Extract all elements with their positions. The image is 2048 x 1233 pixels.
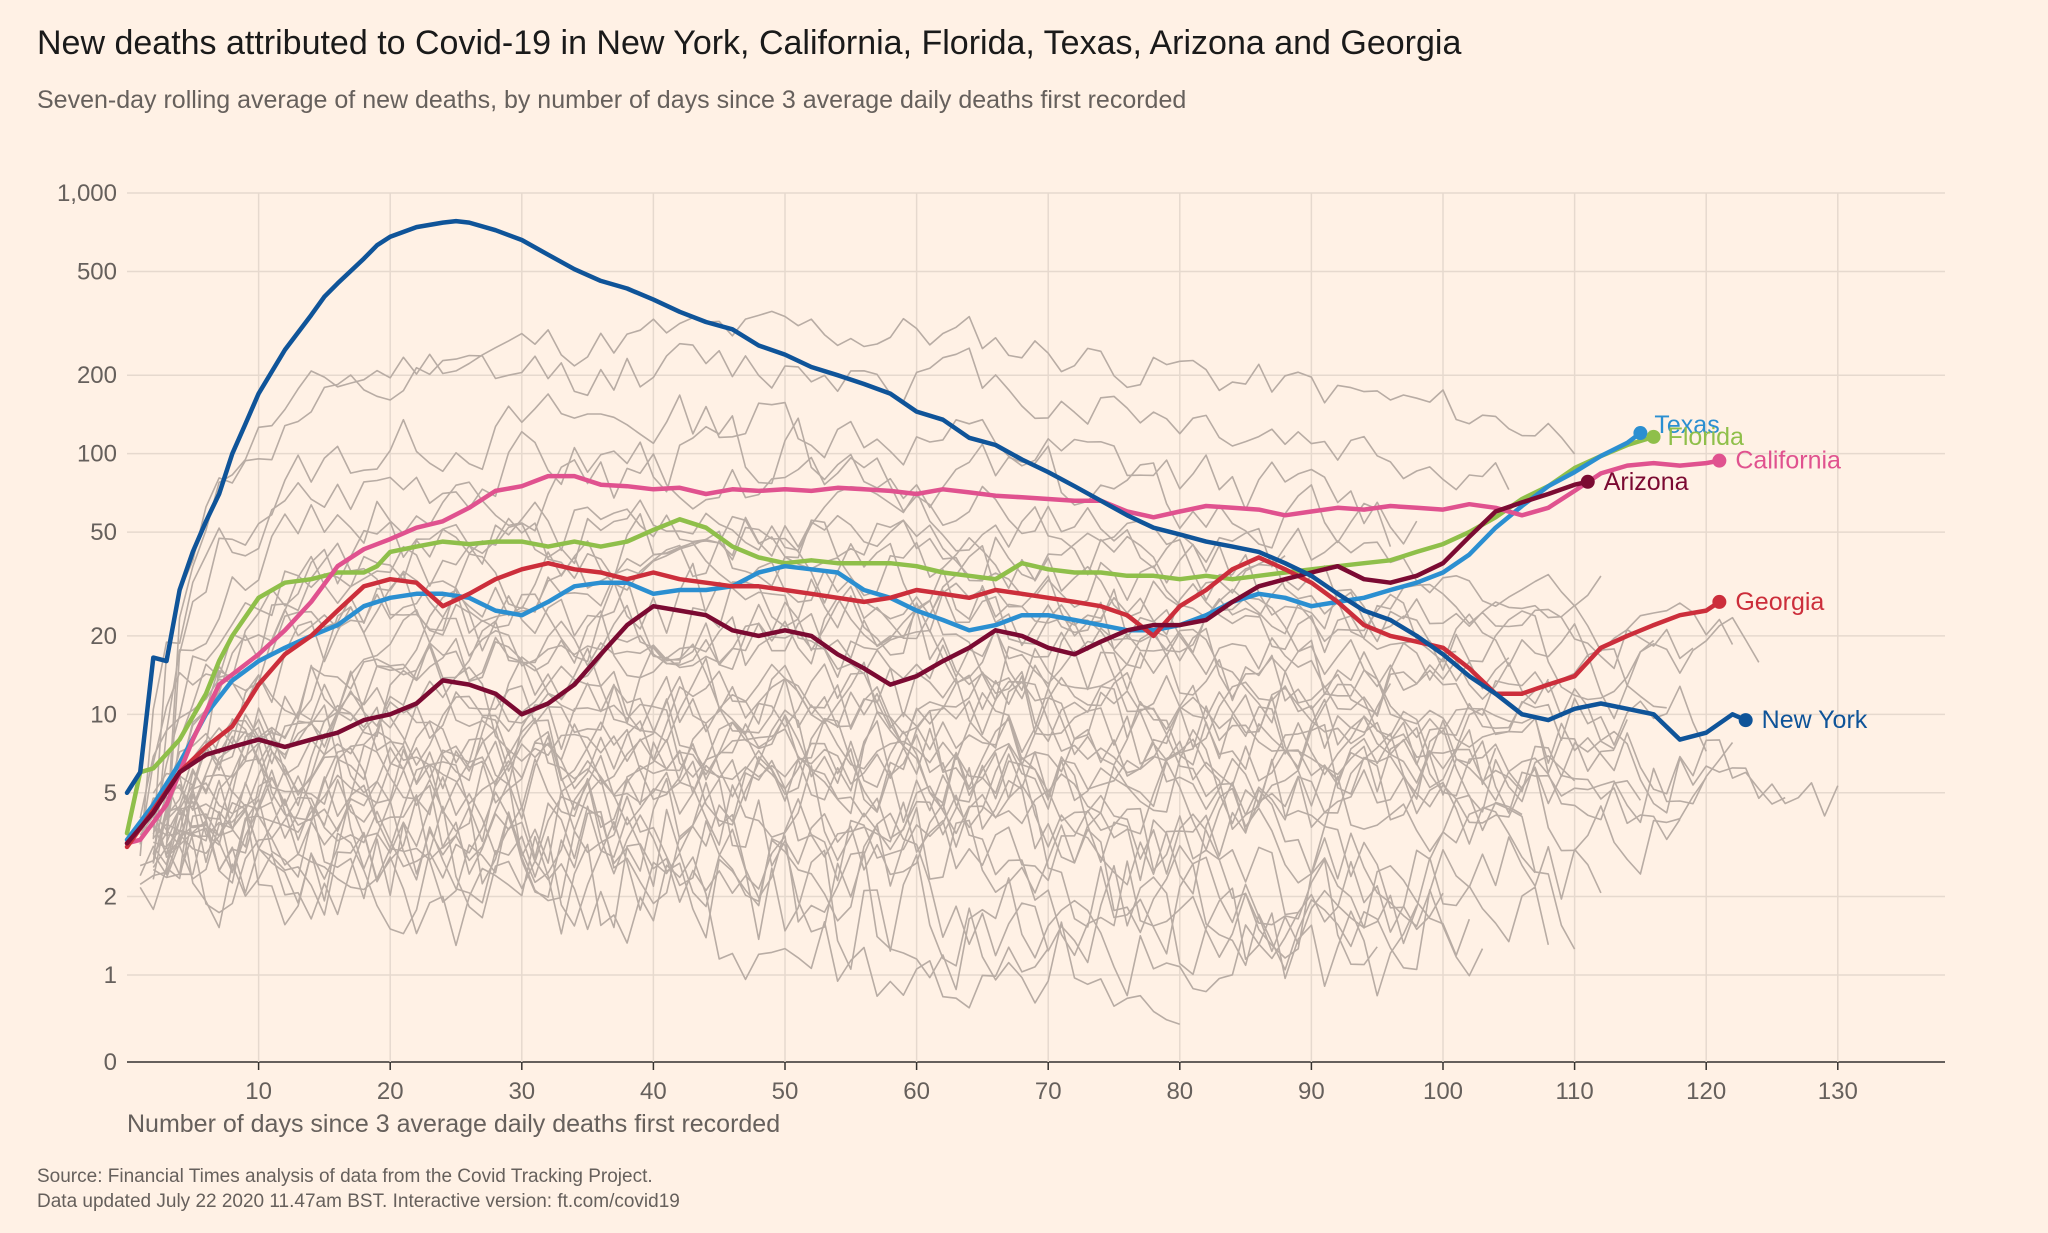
x-tick-label: 20	[377, 1078, 404, 1105]
other-state-line	[152, 643, 1576, 880]
chart-title: New deaths attributed to Covid-19 in New…	[37, 24, 1462, 62]
other-state-line	[165, 596, 1628, 844]
other-state-line	[152, 780, 1418, 997]
other-state-line	[152, 772, 1181, 1025]
y-tick-label: 200	[77, 362, 117, 389]
end-dot-florida	[1646, 429, 1661, 444]
other-states-lines	[139, 310, 1839, 1025]
other-state-line	[139, 415, 1392, 857]
other-state-line	[165, 657, 1497, 821]
other-state-line	[152, 612, 1667, 855]
other-state-line	[165, 703, 1536, 874]
other-state-line	[139, 572, 1392, 819]
y-tick-label: 1,000	[57, 180, 117, 207]
other-state-line	[178, 501, 1655, 875]
other-state-line	[165, 735, 1602, 928]
series-line-california	[124, 458, 1722, 846]
x-tick-label: 50	[772, 1078, 799, 1105]
other-state-line	[153, 675, 1786, 848]
series-line-georgia	[124, 555, 1722, 850]
other-state-line	[152, 485, 1286, 828]
x-tick-label: 60	[903, 1078, 930, 1105]
other-state-line	[152, 342, 1510, 840]
other-state-line	[165, 310, 1576, 835]
end-dot-texas	[1633, 426, 1648, 441]
end-dot-georgia	[1712, 594, 1727, 609]
other-state-line	[166, 806, 1049, 1009]
y-tick-label: 100	[77, 441, 117, 468]
x-tick-label: 30	[508, 1078, 535, 1105]
series-line-arizona	[124, 479, 1591, 846]
x-tick-label: 40	[640, 1078, 667, 1105]
highlighted-state-lines	[124, 218, 1748, 850]
y-tick-label: 50	[90, 519, 117, 546]
other-state-line	[166, 780, 1484, 977]
end-dot-arizona	[1580, 474, 1595, 489]
gridlines	[127, 192, 1945, 1070]
x-tick-label: 110	[1555, 1078, 1593, 1105]
other-state-line	[165, 512, 1457, 836]
end-dot-california	[1712, 453, 1727, 468]
y-tick-label: 20	[90, 623, 117, 650]
x-tick-label: 130	[1818, 1078, 1858, 1105]
end-label-florida: Florida	[1668, 423, 1745, 451]
x-tick-label: 70	[1035, 1078, 1062, 1105]
y-tick-label: 0	[104, 1049, 117, 1076]
other-state-line	[139, 719, 1707, 875]
source-note: Source: Financial Times analysis of data…	[37, 1164, 680, 1214]
chart-subtitle: Seven-day rolling average of new deaths,…	[37, 86, 1187, 114]
end-label-arizona: Arizona	[1604, 468, 1689, 496]
axis-ticks: 0 1 2 5 10 20 50 100 200 500 1,000 10 20 30 40 50 60 70 80…	[57, 180, 1858, 1105]
source-text: Source: Financial Times analysis of data…	[37, 1166, 653, 1187]
x-tick-label: 90	[1298, 1078, 1325, 1105]
other-state-line	[152, 453, 1602, 864]
y-tick-label: 1	[104, 962, 117, 989]
y-tick-label: 500	[77, 258, 117, 285]
updated-text: Data updated July 22 2020 11.47am BST. I…	[37, 1191, 680, 1212]
other-state-line	[139, 778, 1550, 955]
other-state-line	[139, 801, 1299, 997]
end-dot-new-york	[1738, 713, 1753, 728]
other-state-line	[152, 759, 1444, 933]
other-state-line	[165, 562, 1550, 879]
y-tick-label: 10	[90, 701, 117, 728]
end-label-texas: Texas	[1654, 411, 1719, 439]
other-state-line	[165, 393, 1418, 847]
other-state-line	[139, 707, 1734, 877]
other-state-line	[152, 585, 1760, 835]
series-line-florida	[124, 434, 1656, 836]
y-tick-label: 5	[104, 780, 117, 807]
y-tick-label: 2	[104, 884, 117, 911]
other-state-line	[152, 530, 1694, 855]
other-state-line	[152, 755, 1378, 966]
x-tick-label: 120	[1686, 1078, 1726, 1105]
other-state-line	[152, 710, 1523, 856]
x-axis-label: Number of days since 3 average daily dea…	[127, 1110, 780, 1138]
x-tick-label: 80	[1166, 1078, 1193, 1105]
series-line-new-york	[124, 218, 1748, 796]
end-label-california: California	[1735, 447, 1841, 475]
x-tick-label: 10	[245, 1078, 272, 1105]
end-label-new-york: New York	[1762, 706, 1868, 734]
end-label-georgia: Georgia	[1735, 588, 1824, 616]
x-tick-label: 100	[1423, 1078, 1463, 1105]
other-state-line	[139, 738, 1576, 950]
